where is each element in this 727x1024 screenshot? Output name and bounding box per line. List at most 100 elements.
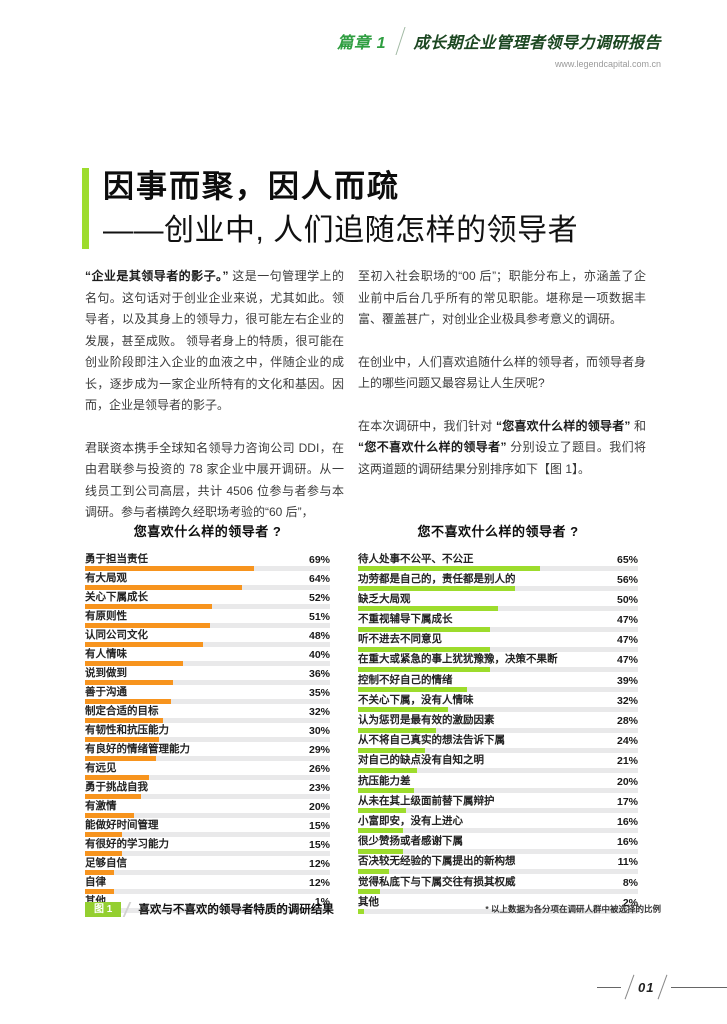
chapter-label: 篇章 1 <box>337 35 387 52</box>
bar-track <box>85 794 330 799</box>
chart-bar-row: 功劳都是自己的，责任都是别人的 56% <box>358 572 638 592</box>
bar-fill <box>358 909 364 915</box>
bar-fill <box>358 868 389 874</box>
bar-track <box>85 851 330 856</box>
page-header: 篇章 1 成长期企业管理者领导力调研报告 www.legendcapital.c… <box>337 27 661 69</box>
bar-track <box>85 870 330 875</box>
charts-section: 您喜欢什么样的领导者 ? 勇于担当责任 69% 有大局观 64% 关心下属成长 52% 有原… <box>85 521 638 916</box>
bar-value: 47% <box>616 634 638 647</box>
bar-label: 说到做到 <box>85 666 127 679</box>
bar-track <box>358 828 638 834</box>
bar-label: 善于沟通 <box>85 685 127 698</box>
bar-label: 不关心下属，没有人情味 <box>358 693 474 706</box>
bar-value: 2% <box>622 896 638 909</box>
chart-bar-row: 觉得私底下与下属交往有损其权威 8% <box>358 876 638 894</box>
bar-track <box>358 727 638 733</box>
chart-bar-row: 其他 2% <box>358 895 638 915</box>
bar-fill <box>85 813 134 818</box>
chart-bar-row: 认为惩罚是最有效的激励因素 28% <box>358 714 638 733</box>
chart-bar-row: 说到做到 36% <box>85 667 330 685</box>
bar-value: 16% <box>616 815 638 828</box>
report-title: 成长期企业管理者领导力调研报告 <box>413 35 661 52</box>
chart-bar-row: 从未在其上级面前替下属辩护 17% <box>358 794 638 814</box>
bar-track <box>358 868 638 874</box>
bar-label: 有韧性和抗压能力 <box>85 723 169 736</box>
bar-track <box>85 661 330 666</box>
bar-track <box>85 623 330 628</box>
bar-label: 勇于担当责任 <box>85 552 148 565</box>
bar-label: 从未在其上级面前替下属辩护 <box>358 794 495 807</box>
bar-fill <box>85 870 115 875</box>
bar-fill <box>358 707 448 713</box>
bar-fill <box>358 566 540 571</box>
bar-value: 40% <box>308 648 330 661</box>
chart-title: 您喜欢什么样的领导者 ? <box>133 524 282 539</box>
bar-track <box>85 737 330 742</box>
bar-fill <box>358 889 381 894</box>
chart-bar-row: 制定合适的目标 32% <box>85 705 330 723</box>
bar-label: 足够自信 <box>85 856 127 869</box>
bar-fill <box>85 889 115 894</box>
bar-fill <box>358 586 515 592</box>
chart-bar-row: 在重大或紧急的事上犹犹豫豫，决策不果断 47% <box>358 653 638 672</box>
paragraph: 君联资本携手全球知名领导力咨询公司 DDI，在由君联参与投资的 78 家企业中展… <box>85 440 344 520</box>
bar-track <box>85 566 330 571</box>
bar-label: 有原则性 <box>85 609 127 622</box>
figure-badge: 图 1 <box>85 901 122 917</box>
bar-track <box>358 687 638 693</box>
article-title-line1: 因事而聚，因人而疏 <box>103 169 400 204</box>
bar-track <box>358 848 638 854</box>
bar-fill <box>85 623 210 628</box>
bar-track <box>358 666 638 672</box>
bar-value: 47% <box>616 614 638 627</box>
chart-bar-row: 勇于担当责任 69% <box>85 553 330 571</box>
bar-label: 有很好的学习能力 <box>85 837 169 850</box>
figure-caption-bar: 图 1 喜欢与不喜欢的领导者特质的调研结果 * 以上数据为各分项在调研人群中被选… <box>85 901 661 917</box>
article-title-block: 因事而聚，因人而疏 ——创业中, 人们追随怎样的领导者 <box>82 168 578 250</box>
bar-track <box>85 889 330 894</box>
bar-track <box>358 646 638 652</box>
bar-fill <box>358 727 437 733</box>
bar-track <box>358 606 638 612</box>
slash-divider-icon <box>123 901 132 917</box>
bar-track <box>85 642 330 647</box>
bar-fill <box>358 808 406 814</box>
bar-value: 8% <box>622 876 638 889</box>
bar-label: 不重视辅导下属成长 <box>358 613 453 626</box>
bar-label: 功劳都是自己的，责任都是别人的 <box>358 572 516 585</box>
bar-fill <box>358 606 498 612</box>
header-row: 篇章 1 成长期企业管理者领导力调研报告 <box>337 27 661 55</box>
body-columns: “企业是其领导者的影子。” 这是一句管理学上的名句。这句话对于创业企业来说，尤其… <box>85 266 646 545</box>
bar-track <box>85 813 330 818</box>
chart-title: 您不喜欢什么样的领导者 ? <box>417 524 579 539</box>
bar-label: 很少赞扬或者感谢下属 <box>358 835 463 848</box>
bar-fill <box>85 604 213 609</box>
chart-bar-row: 不关心下属，没有人情味 32% <box>358 693 638 713</box>
bar-value: 20% <box>616 775 638 788</box>
chart-bar-row: 有很好的学习能力 15% <box>85 838 330 856</box>
bar-value: 23% <box>308 781 330 794</box>
bar-label: 在重大或紧急的事上犹犹豫豫，决策不果断 <box>358 653 558 666</box>
bar-track <box>358 586 638 592</box>
bar-value: 29% <box>308 743 330 756</box>
bar-fill <box>85 566 255 571</box>
bar-value: 32% <box>616 694 638 707</box>
bar-fill <box>358 747 426 753</box>
chart-bar-row: 认同公司文化 48% <box>85 629 330 647</box>
bar-track <box>85 718 330 723</box>
bar-track <box>358 747 638 753</box>
chart-bar-row: 有原则性 51% <box>85 610 330 628</box>
chart-bar-row: 自律 12% <box>85 876 330 894</box>
page-number: 01 <box>638 979 655 995</box>
bar-value: 65% <box>616 553 638 566</box>
paragraph: 在创业中，人们喜欢追随什么样的领导者，而领导者身上的哪些问题又最容易让人生厌呢? <box>358 354 647 391</box>
bar-value: 32% <box>308 705 330 718</box>
bar-label: 其他 <box>358 895 379 908</box>
bar-fill <box>358 687 468 693</box>
chart-bar-row: 控制不好自己的情绪 39% <box>358 673 638 693</box>
website-url: www.legendcapital.com.cn <box>554 59 661 69</box>
chart-bar-row: 抗压能力差 20% <box>358 775 638 794</box>
bar-label: 控制不好自己的情绪 <box>358 673 453 686</box>
chart-bar-row: 很少赞扬或者感谢下属 16% <box>358 835 638 854</box>
